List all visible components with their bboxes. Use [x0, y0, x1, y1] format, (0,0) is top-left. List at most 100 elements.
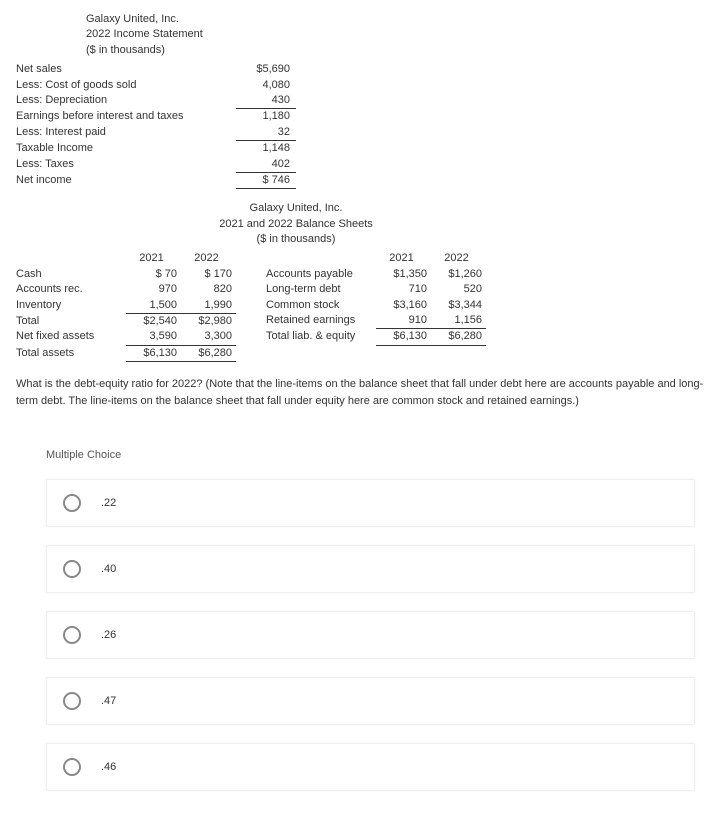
- income-row: Net sales$5,690: [16, 62, 705, 77]
- income-statement-header: Galaxy United, Inc. 2022 Income Statemen…: [86, 12, 705, 58]
- income-label: Less: Taxes: [16, 157, 236, 173]
- bs-label: Total liab. & equity: [266, 329, 376, 345]
- question-text: What is the debt-equity ratio for 2022? …: [16, 376, 705, 409]
- income-label: Less: Cost of goods sold: [16, 78, 236, 93]
- bs-label: Accounts payable: [266, 267, 376, 282]
- income-row: Taxable Income1,148: [16, 141, 705, 156]
- bs-row: Common stock$3,160$3,344: [266, 298, 486, 313]
- choice-text: .47: [101, 695, 116, 707]
- bs-value-2021: 910: [376, 313, 431, 329]
- bs-label: Total: [16, 314, 126, 329]
- bs-value-2021: 710: [376, 282, 431, 297]
- choice-option[interactable]: .22: [46, 479, 695, 527]
- company-name: Galaxy United, Inc.: [86, 12, 705, 27]
- bs-row: Accounts rec.970820: [16, 282, 236, 297]
- choice-option[interactable]: .47: [46, 677, 695, 725]
- bs-row: Net fixed assets3,5903,300: [16, 329, 236, 345]
- statement-title: 2022 Income Statement: [86, 27, 705, 42]
- radio-icon[interactable]: [63, 692, 81, 710]
- year-header: 2021: [126, 251, 181, 266]
- bs-label: Total assets: [16, 346, 126, 362]
- year-header: 2022: [431, 251, 486, 266]
- radio-icon[interactable]: [63, 494, 81, 512]
- bs-value-2022: $6,280: [181, 346, 236, 362]
- bs-row: Total$2,540$2,980: [16, 314, 236, 329]
- income-label: Less: Interest paid: [16, 125, 236, 141]
- bs-value-2022: 820: [181, 282, 236, 297]
- units-note: ($ in thousands): [86, 43, 705, 58]
- bs-value-2021: $2,540: [126, 314, 181, 329]
- choice-text: .40: [101, 563, 116, 575]
- bs-value-2021: $6,130: [126, 346, 181, 362]
- bs-row: Total liab. & equity$6,130$6,280: [266, 329, 486, 345]
- bs-label: Long-term debt: [266, 282, 376, 297]
- bs-row: Total assets$6,130$6,280: [16, 346, 236, 362]
- choice-text: .22: [101, 497, 116, 509]
- income-label: Less: Depreciation: [16, 93, 236, 109]
- bs-value-2021: 3,590: [126, 329, 181, 345]
- bs-row: Inventory1,5001,990: [16, 298, 236, 314]
- income-row: Less: Interest paid32: [16, 125, 705, 141]
- bs-label: Retained earnings: [266, 313, 376, 329]
- bs-units: ($ in thousands): [126, 232, 466, 247]
- bs-value-2022: 520: [431, 282, 486, 297]
- multiple-choice-label: Multiple Choice: [46, 449, 705, 461]
- income-row: Less: Depreciation430: [16, 93, 705, 109]
- choice-option[interactable]: .46: [46, 743, 695, 791]
- bs-value-2021: $1,350: [376, 267, 431, 282]
- bs-row: Accounts payable$1,350$1,260: [266, 267, 486, 282]
- bs-label: Net fixed assets: [16, 329, 126, 345]
- balance-sheet-grid: 20212022Cash$ 70$ 170Accounts rec.970820…: [16, 251, 705, 362]
- choice-text: .26: [101, 629, 116, 641]
- bs-value-2021: 970: [126, 282, 181, 297]
- income-value: 4,080: [236, 78, 296, 93]
- bs-value-2021: $6,130: [376, 329, 431, 345]
- income-label: Earnings before interest and taxes: [16, 109, 236, 124]
- choice-option[interactable]: .40: [46, 545, 695, 593]
- income-value: 402: [236, 157, 296, 173]
- bs-value-2022: $6,280: [431, 329, 486, 345]
- bs-value-2022: $1,260: [431, 267, 486, 282]
- bs-row: Cash$ 70$ 170: [16, 267, 236, 282]
- bs-value-2022: $3,344: [431, 298, 486, 313]
- bs-header-row: 20212022: [16, 251, 236, 266]
- bs-label: Common stock: [266, 298, 376, 313]
- bs-value-2022: 1,156: [431, 313, 486, 329]
- income-label: Taxable Income: [16, 141, 236, 156]
- bs-value-2022: $ 170: [181, 267, 236, 282]
- income-value: $5,690: [236, 62, 296, 77]
- bs-header-row: 20212022: [266, 251, 486, 266]
- bs-value-2021: 1,500: [126, 298, 181, 314]
- income-row: Less: Taxes402: [16, 157, 705, 173]
- income-value: 430: [236, 93, 296, 109]
- year-header: 2021: [376, 251, 431, 266]
- bs-value-2021: $3,160: [376, 298, 431, 313]
- choice-option[interactable]: .26: [46, 611, 695, 659]
- choice-text: .46: [101, 761, 116, 773]
- year-header: 2022: [181, 251, 236, 266]
- balance-sheet-header: Galaxy United, Inc. 2021 and 2022 Balanc…: [126, 201, 466, 247]
- bs-row: Long-term debt710520: [266, 282, 486, 297]
- income-label: Net income: [16, 173, 236, 189]
- bs-value-2022: 3,300: [181, 329, 236, 345]
- income-value: 1,148: [236, 141, 296, 156]
- bs-row: Retained earnings9101,156: [266, 313, 486, 329]
- income-value: 1,180: [236, 109, 296, 124]
- bs-company: Galaxy United, Inc.: [126, 201, 466, 216]
- income-statement-body: Net sales$5,690Less: Cost of goods sold4…: [16, 62, 705, 189]
- bs-title: 2021 and 2022 Balance Sheets: [126, 217, 466, 232]
- radio-icon[interactable]: [63, 626, 81, 644]
- income-row: Less: Cost of goods sold4,080: [16, 78, 705, 93]
- bs-label: Accounts rec.: [16, 282, 126, 297]
- income-row: Net income$ 746: [16, 173, 705, 189]
- bs-value-2022: $2,980: [181, 314, 236, 329]
- income-label: Net sales: [16, 62, 236, 77]
- radio-icon[interactable]: [63, 560, 81, 578]
- choices-container: .22 .40 .26 .47 .46: [16, 479, 705, 791]
- income-row: Earnings before interest and taxes1,180: [16, 109, 705, 124]
- bs-label: Inventory: [16, 298, 126, 314]
- bs-value-2022: 1,990: [181, 298, 236, 314]
- radio-icon[interactable]: [63, 758, 81, 776]
- income-value: 32: [236, 125, 296, 141]
- income-value: $ 746: [236, 173, 296, 189]
